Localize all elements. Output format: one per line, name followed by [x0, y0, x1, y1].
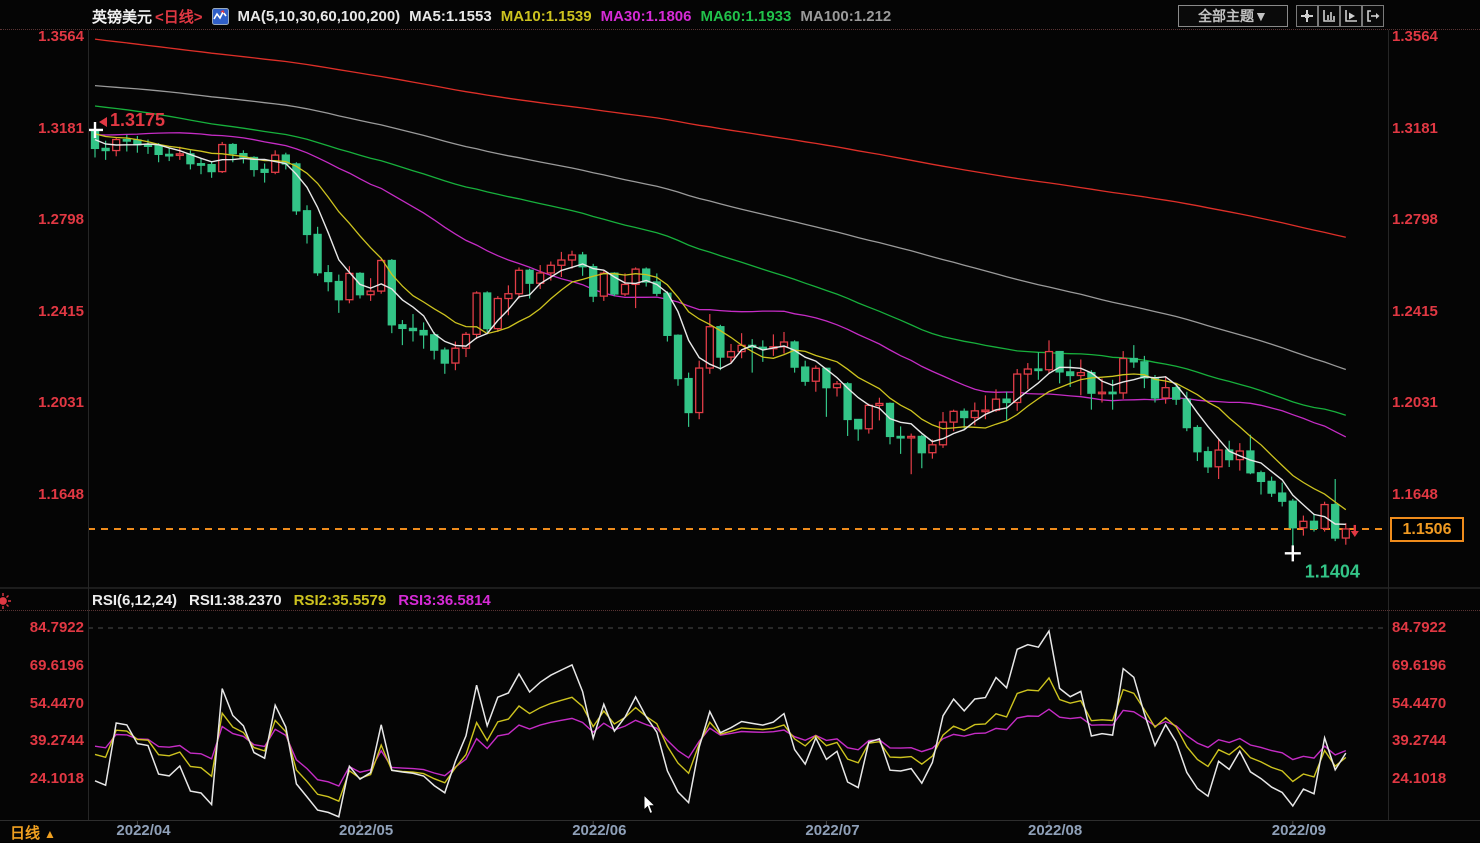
rsi-tick-right: 69.6196	[1392, 656, 1447, 674]
theme-select-button[interactable]: 全部主题▼	[1178, 5, 1288, 27]
period-label: 日线	[10, 825, 41, 842]
date-label: 2022/04	[116, 822, 171, 839]
period-tag: <日线>	[155, 8, 203, 26]
price-tick-right: 1.2415	[1392, 302, 1438, 320]
ma5-value: MA5:1.1553	[409, 7, 492, 25]
svg-text:1.3175: 1.3175	[110, 110, 165, 130]
price-tick-left: 1.3181	[38, 119, 84, 137]
rsi-tick-left: 69.6196	[29, 656, 84, 674]
price-tick-left: 1.2031	[38, 394, 84, 412]
date-label: 2022/05	[339, 822, 394, 839]
date-label: 2022/09	[1271, 822, 1327, 839]
ma30-value: MA30:1.1806	[600, 7, 692, 25]
time-axis-separator	[0, 820, 1480, 821]
rsi3-value: RSI3:36.5814	[398, 592, 491, 609]
price-tick-right: 1.1648	[1392, 486, 1438, 503]
ma10-value: MA10:1.1539	[500, 7, 592, 25]
header-separator	[0, 29, 1480, 30]
symbol-name: 英镑美元	[92, 8, 153, 26]
rsi-tick-right: 54.4470	[1392, 694, 1447, 712]
pane-divider[interactable]	[0, 587, 1480, 589]
pane-splitter-marker[interactable]	[0, 592, 12, 615]
price-tick-right: 1.2798	[1392, 211, 1438, 229]
date-label: 2022/06	[572, 822, 627, 839]
rsi-tick-left: 84.7922	[29, 619, 84, 636]
price-tick-right: 1.3181	[1392, 119, 1438, 137]
price-tick-left: 1.3564	[38, 28, 84, 45]
pan-crosshair-icon[interactable]	[1296, 5, 1318, 27]
rsi-settings-label[interactable]: RSI(6,12,24)	[92, 592, 178, 609]
price-tick-right: 1.2031	[1392, 394, 1438, 412]
export-pane-icon[interactable]	[1362, 5, 1384, 27]
kline-icon	[211, 7, 229, 25]
ma-settings-label[interactable]: MA(5,10,30,60,100,200)	[237, 7, 401, 25]
ma100-value: MA100:1.212	[800, 7, 892, 25]
rsi2-value: RSI2:35.5579	[293, 592, 387, 609]
rsi-tick-right: 39.2744	[1392, 732, 1447, 750]
right-axis-border	[1388, 30, 1389, 820]
svg-text:1.1404: 1.1404	[1305, 561, 1360, 581]
rsi1-value: RSI1:38.2370	[189, 592, 282, 609]
price-tick-right: 1.3564	[1392, 28, 1438, 45]
mouse-cursor	[643, 793, 658, 821]
date-label: 2022/07	[805, 822, 860, 839]
x-axis-play-icon[interactable]	[1340, 5, 1362, 27]
y-axis-scale-icon[interactable]	[1318, 5, 1340, 27]
rsi-tick-left: 54.4470	[29, 694, 84, 712]
price-tick-left: 1.2798	[38, 211, 84, 229]
rsi-tick-right: 84.7922	[1392, 619, 1447, 636]
last-price-badge: 1.1506	[1390, 517, 1464, 542]
rsi-tick-right: 24.1018	[1392, 770, 1447, 787]
price-tick-left: 1.2415	[38, 302, 84, 320]
rsi-tick-left: 39.2744	[29, 732, 84, 750]
chart-header: 英镑美元 <日线> MA(5,10,30,60,100,200) MA5:1.15…	[92, 4, 891, 28]
ma60-value: MA60:1.1933	[700, 7, 792, 25]
rsi-header-separator	[0, 610, 1480, 611]
rsi-header: RSI(6,12,24) RSI1:38.2370 RSI2:35.5579 R…	[92, 592, 491, 610]
left-axis-border	[88, 30, 89, 820]
chevron-up-icon: ▲	[44, 827, 56, 841]
period-selector-button[interactable]: 日线 ▲	[10, 822, 56, 843]
date-label: 2022/08	[1028, 822, 1083, 839]
rsi-tick-left: 24.1018	[29, 770, 84, 787]
price-tick-left: 1.1648	[38, 486, 84, 503]
